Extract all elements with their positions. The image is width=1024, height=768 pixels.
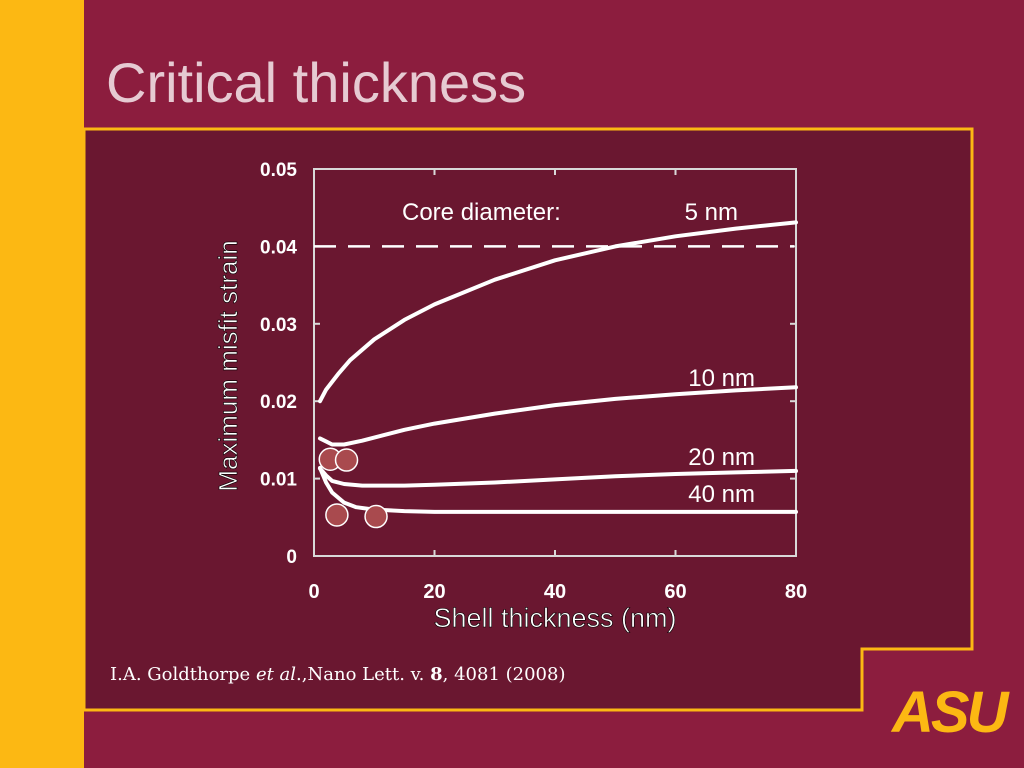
x-axis-title: Shell thickness (nm) — [433, 603, 676, 633]
series-label: 10 nm — [688, 365, 755, 392]
y-tick-label: 0.01 — [260, 470, 297, 491]
citation-authors: I.A. Goldthorpe — [110, 664, 256, 685]
series-label: 40 nm — [688, 481, 755, 508]
data-marker — [334, 448, 359, 472]
slide-title: Critical thickness — [106, 51, 527, 114]
series-line — [318, 220, 798, 404]
x-tick-label: 0 — [308, 581, 319, 603]
y-tick-label: 0.03 — [260, 315, 297, 336]
gold-side-bar — [0, 0, 84, 768]
data-marker — [364, 504, 388, 529]
legend-title: Core diameter: — [402, 199, 561, 226]
citation-et-al: et al — [255, 664, 297, 685]
x-tick-label: 80 — [785, 581, 807, 603]
x-tick-label: 40 — [544, 581, 566, 603]
series-label: 20 nm — [688, 444, 755, 471]
asu-logo: ASU — [892, 680, 1008, 745]
x-tick-label: 20 — [423, 581, 445, 603]
series-line — [318, 466, 798, 488]
y-axis-title: Maximum misfit strain — [213, 240, 243, 491]
content-panel — [82, 127, 974, 712]
citation-pages-year: , 4081 (2008) — [442, 664, 566, 685]
y-tick-label: 0.04 — [260, 237, 297, 258]
x-tick-label: 60 — [664, 581, 686, 603]
citation-volume: 8 — [430, 664, 443, 685]
citation: I.A. Goldthorpe et al.,Nano Lett. v. 8, … — [110, 664, 565, 685]
citation-separator: ., — [296, 664, 308, 685]
y-tick-label: 0 — [286, 547, 297, 568]
data-marker — [325, 503, 349, 527]
y-tick-label: 0.02 — [260, 392, 297, 413]
series-label: 5 nm — [685, 199, 738, 226]
citation-journal: Nano Lett. v. — [307, 664, 431, 685]
series-line — [318, 465, 798, 514]
series-line — [318, 385, 798, 447]
y-tick-label: 0.05 — [260, 160, 297, 181]
